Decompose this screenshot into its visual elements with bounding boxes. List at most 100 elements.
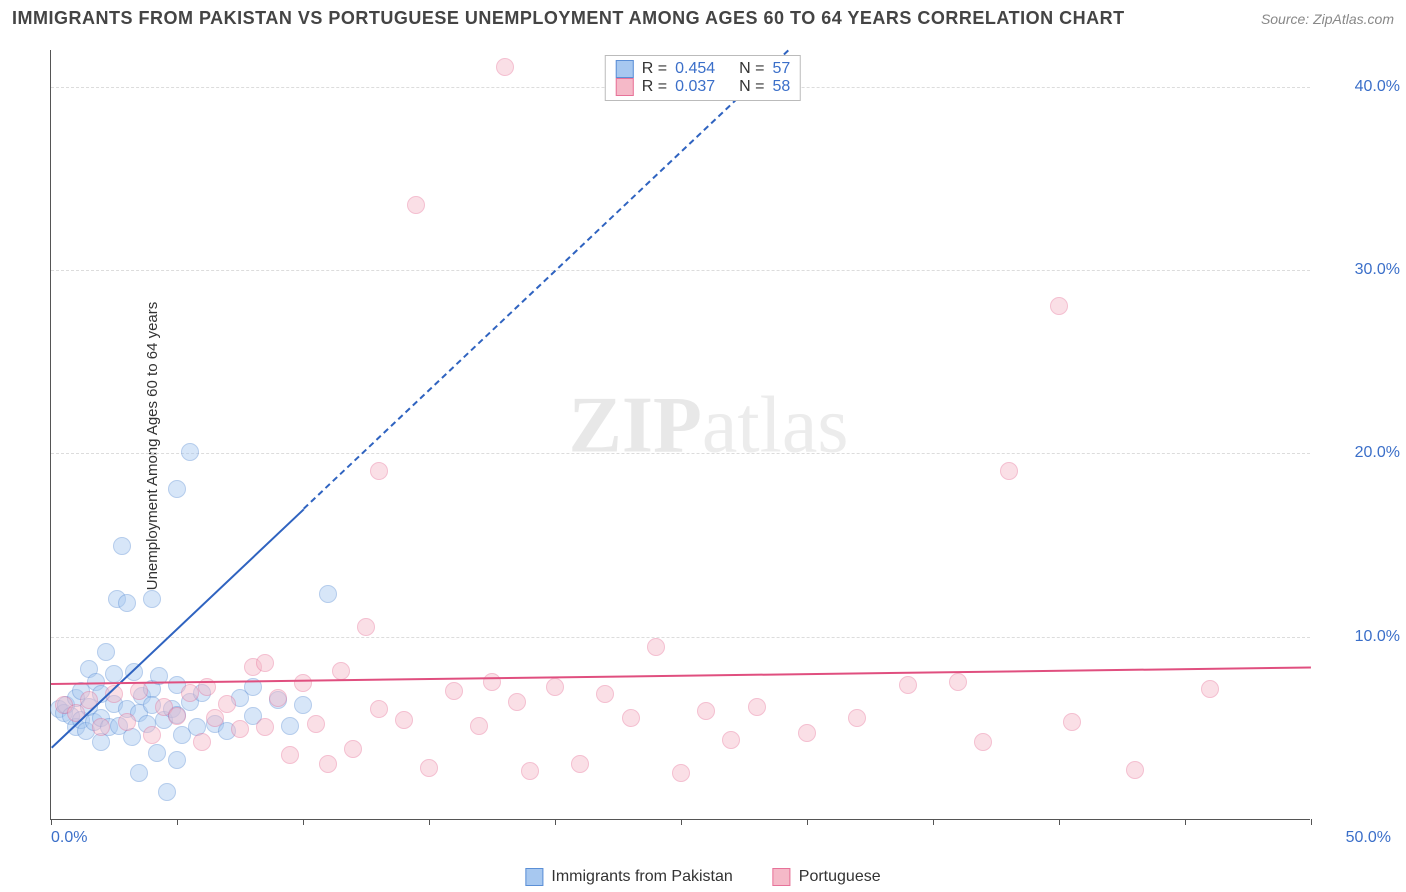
data-point xyxy=(206,709,224,727)
data-point xyxy=(697,702,715,720)
data-point xyxy=(256,654,274,672)
plot-area: ZIPatlas 10.0%20.0%30.0%40.0%0.0%50.0% xyxy=(50,50,1310,820)
x-tick xyxy=(1311,819,1312,825)
y-tick-label: 40.0% xyxy=(1320,78,1400,96)
chart-title: IMMIGRANTS FROM PAKISTAN VS PORTUGUESE U… xyxy=(12,8,1125,29)
data-point xyxy=(1201,680,1219,698)
data-point xyxy=(319,585,337,603)
data-point xyxy=(949,673,967,691)
data-point xyxy=(97,643,115,661)
data-point xyxy=(294,696,312,714)
n-label: N = xyxy=(739,60,764,78)
legend-swatch xyxy=(616,78,634,96)
data-point xyxy=(158,783,176,801)
data-point xyxy=(319,755,337,773)
series-legend: Immigrants from Pakistan Portuguese xyxy=(525,868,880,886)
data-point xyxy=(168,707,186,725)
data-point xyxy=(357,618,375,636)
watermark: ZIPatlas xyxy=(569,380,849,471)
data-point xyxy=(622,709,640,727)
x-tick xyxy=(303,819,304,825)
data-point xyxy=(281,746,299,764)
correlation-legend: R = 0.454 N = 57R = 0.037 N = 58 xyxy=(605,55,801,101)
x-tick xyxy=(429,819,430,825)
data-point xyxy=(370,462,388,480)
data-point xyxy=(118,713,136,731)
data-point xyxy=(1000,462,1018,480)
data-point xyxy=(899,676,917,694)
data-point xyxy=(130,682,148,700)
x-tick xyxy=(681,819,682,825)
r-value: 0.037 xyxy=(675,78,731,96)
legend-row: R = 0.037 N = 58 xyxy=(616,78,790,96)
watermark-bold: ZIP xyxy=(569,381,702,469)
x-tick xyxy=(1185,819,1186,825)
data-point xyxy=(445,682,463,700)
data-point xyxy=(125,663,143,681)
r-value: 0.454 xyxy=(675,60,731,78)
data-point xyxy=(407,196,425,214)
data-point xyxy=(647,638,665,656)
x-tick xyxy=(807,819,808,825)
trend-line xyxy=(303,50,789,510)
data-point xyxy=(521,762,539,780)
legend-row: R =0.454N =57 xyxy=(616,60,790,78)
legend-swatch xyxy=(616,60,634,78)
data-point xyxy=(181,443,199,461)
data-point xyxy=(118,594,136,612)
gridline xyxy=(51,637,1310,638)
data-point xyxy=(332,662,350,680)
data-point xyxy=(307,715,325,733)
data-point xyxy=(546,678,564,696)
data-point xyxy=(130,764,148,782)
x-tick-label: 50.0% xyxy=(1346,829,1391,847)
data-point xyxy=(168,751,186,769)
watermark-thin: atlas xyxy=(702,381,849,469)
data-point xyxy=(256,718,274,736)
gridline xyxy=(51,270,1310,271)
data-point xyxy=(1050,297,1068,315)
n-value: 57 xyxy=(772,60,790,78)
legend-item: Immigrants from Pakistan xyxy=(525,868,732,886)
r-label: R = xyxy=(642,78,667,96)
data-point xyxy=(483,673,501,691)
y-tick-label: 20.0% xyxy=(1320,444,1400,462)
data-point xyxy=(496,58,514,76)
source-label: Source: ZipAtlas.com xyxy=(1261,11,1394,27)
x-tick xyxy=(177,819,178,825)
data-point xyxy=(722,731,740,749)
y-tick-label: 30.0% xyxy=(1320,261,1400,279)
n-label: N = xyxy=(739,78,764,96)
data-point xyxy=(798,724,816,742)
data-point xyxy=(193,733,211,751)
n-value: 58 xyxy=(772,78,790,96)
data-point xyxy=(181,684,199,702)
legend-swatch xyxy=(525,868,543,886)
data-point xyxy=(113,537,131,555)
legend-label: Immigrants from Pakistan xyxy=(551,868,732,886)
data-point xyxy=(281,717,299,735)
data-point xyxy=(92,718,110,736)
data-point xyxy=(143,590,161,608)
data-point xyxy=(508,693,526,711)
x-tick xyxy=(1059,819,1060,825)
data-point xyxy=(848,709,866,727)
x-tick xyxy=(933,819,934,825)
data-point xyxy=(143,726,161,744)
x-tick xyxy=(51,819,52,825)
y-tick-label: 10.0% xyxy=(1320,628,1400,646)
data-point xyxy=(344,740,362,758)
data-point xyxy=(1126,761,1144,779)
data-point xyxy=(596,685,614,703)
legend-item: Portuguese xyxy=(773,868,881,886)
data-point xyxy=(148,744,166,762)
data-point xyxy=(370,700,388,718)
data-point xyxy=(974,733,992,751)
data-point xyxy=(294,674,312,692)
data-point xyxy=(1063,713,1081,731)
data-point xyxy=(218,695,236,713)
legend-label: Portuguese xyxy=(799,868,881,886)
gridline xyxy=(51,453,1310,454)
data-point xyxy=(571,755,589,773)
legend-swatch xyxy=(773,868,791,886)
